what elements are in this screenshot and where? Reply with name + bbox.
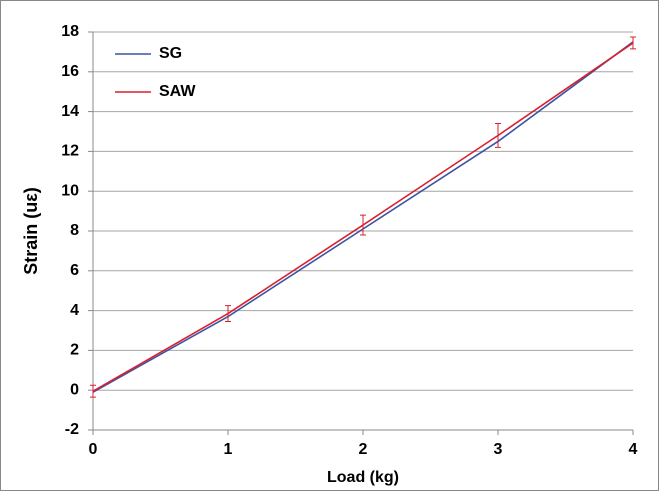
y-tick-label: 14 — [61, 103, 79, 120]
legend-label: SG — [159, 45, 182, 62]
y-tick-label: 10 — [61, 182, 79, 199]
x-tick-label: 4 — [629, 441, 638, 458]
x-axis-title: Load (kg) — [327, 469, 399, 486]
y-tick-label: 18 — [61, 23, 79, 40]
y-axis-title: Strain (uε) — [21, 187, 41, 275]
y-tick-label: -2 — [65, 421, 79, 438]
error-bar — [495, 123, 501, 148]
error-bar — [630, 36, 636, 50]
error-bar — [360, 214, 366, 236]
error-bar — [90, 384, 96, 398]
legend-label: SAW — [159, 83, 196, 100]
y-tick-label: 4 — [70, 302, 79, 319]
y-tick-label: 16 — [61, 63, 79, 80]
error-bar — [225, 305, 231, 323]
y-tick-label: 8 — [70, 222, 79, 239]
y-tick-label: 0 — [70, 381, 79, 398]
x-tick-label: 2 — [359, 441, 368, 458]
y-tick-label: 6 — [70, 262, 79, 279]
x-tick-label: 3 — [494, 441, 503, 458]
y-tick-label: 12 — [61, 143, 79, 160]
y-tick-label: 2 — [70, 342, 79, 359]
x-tick-label: 1 — [224, 441, 233, 458]
x-tick-label: 0 — [89, 441, 98, 458]
